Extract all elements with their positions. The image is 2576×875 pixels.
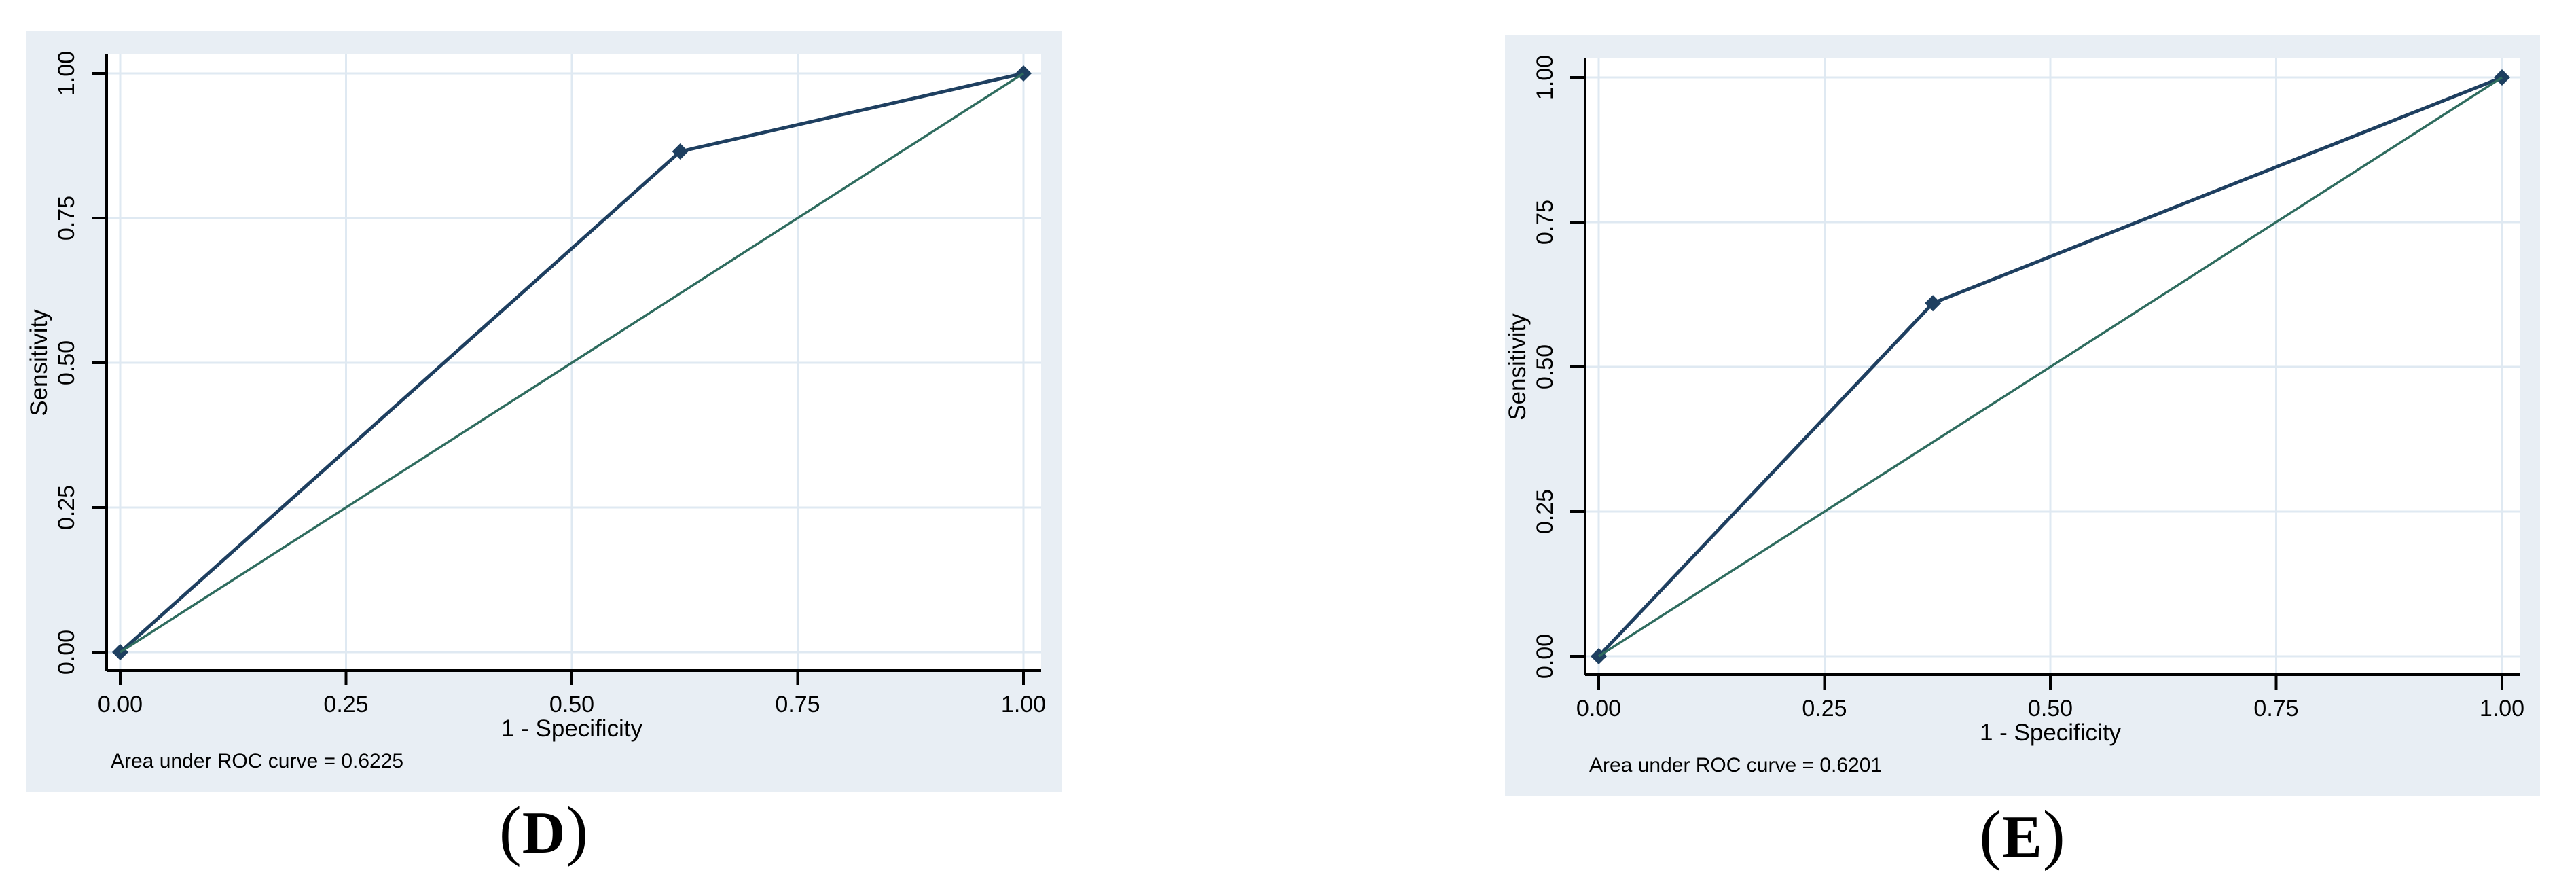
roc-marker [672,143,689,160]
chart-panel-e: 0.00 0.00 0.25 0.25 0.50 0.50 0.75 0.75 1.00 1.00… [1505,35,2540,796]
roc-chart-d: 0.00 0.00 0.25 0.25 0.50 0.50 0.75 0.75 1.00 1.00… [26,51,1046,772]
x-tick-label: 1.00 [1001,692,1046,717]
chart-panel-d: 0.00 0.00 0.25 0.25 0.50 0.50 0.75 0.75 1.00 1.00… [26,31,1062,792]
x-axis-title: 1 - Specificity [1980,719,2122,746]
y-tick-label: 0.75 [1532,200,1558,245]
caption-close-paren: ) [2042,798,2066,872]
roc-figure-e: 0.00 0.00 0.25 0.25 0.50 0.50 0.75 0.75 1.00 1.00… [1505,35,2540,869]
caption-close-paren: ) [566,793,589,868]
roc-figure-d: 0.00 0.00 0.25 0.25 0.50 0.50 0.75 0.75 1.00 1.00… [26,31,1062,865]
x-tick-label: 0.25 [323,692,368,717]
x-tick-label: 0.25 [1802,696,1847,721]
y-tick-label: 0.00 [1532,634,1558,679]
x-tick-label: 0.50 [549,692,594,717]
panel-caption-d: (D) [499,797,589,866]
auc-annotation: Area under ROC curve = 0.6225 [111,750,403,772]
y-axis-title: Sensitivity [1505,313,1531,421]
roc-marker [1925,295,1942,312]
y-tick-label: 0.00 [54,630,79,675]
caption-letter: E [2002,804,2043,870]
roc-chart-e: 0.00 0.00 0.25 0.25 0.50 0.50 0.75 0.75 1.00 1.00… [1505,55,2524,776]
y-tick-label: 1.00 [54,51,79,96]
auc-annotation: Area under ROC curve = 0.6201 [1589,754,1882,776]
panel-caption-e: (E) [1979,801,2065,870]
reference-line [1598,76,2503,658]
x-axis-title: 1 - Specificity [501,715,643,742]
caption-open-paren: ( [1979,798,2003,872]
reference-line [120,72,1024,654]
x-tick-label: 0.00 [1576,696,1621,721]
x-tick-label: 0.75 [775,692,820,717]
y-tick-label: 0.25 [54,485,79,530]
x-tick-label: 0.00 [98,692,143,717]
y-tick-label: 0.50 [1532,344,1558,389]
x-tick-label: 0.50 [2028,696,2073,721]
x-tick-label: 0.75 [2253,696,2298,721]
y-tick-label: 1.00 [1532,55,1558,100]
caption-letter: D [522,800,566,866]
y-tick-label: 0.75 [54,196,79,240]
y-axis-title: Sensitivity [26,309,52,416]
caption-open-paren: ( [498,793,522,868]
y-tick-label: 0.50 [54,340,79,385]
y-tick-label: 0.25 [1532,489,1558,534]
x-tick-label: 1.00 [2480,696,2524,721]
